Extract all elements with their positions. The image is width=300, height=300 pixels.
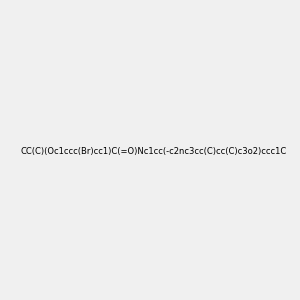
Text: CC(C)(Oc1ccc(Br)cc1)C(=O)Nc1cc(-c2nc3cc(C)cc(C)c3o2)ccc1C: CC(C)(Oc1ccc(Br)cc1)C(=O)Nc1cc(-c2nc3cc(… [21,147,287,156]
